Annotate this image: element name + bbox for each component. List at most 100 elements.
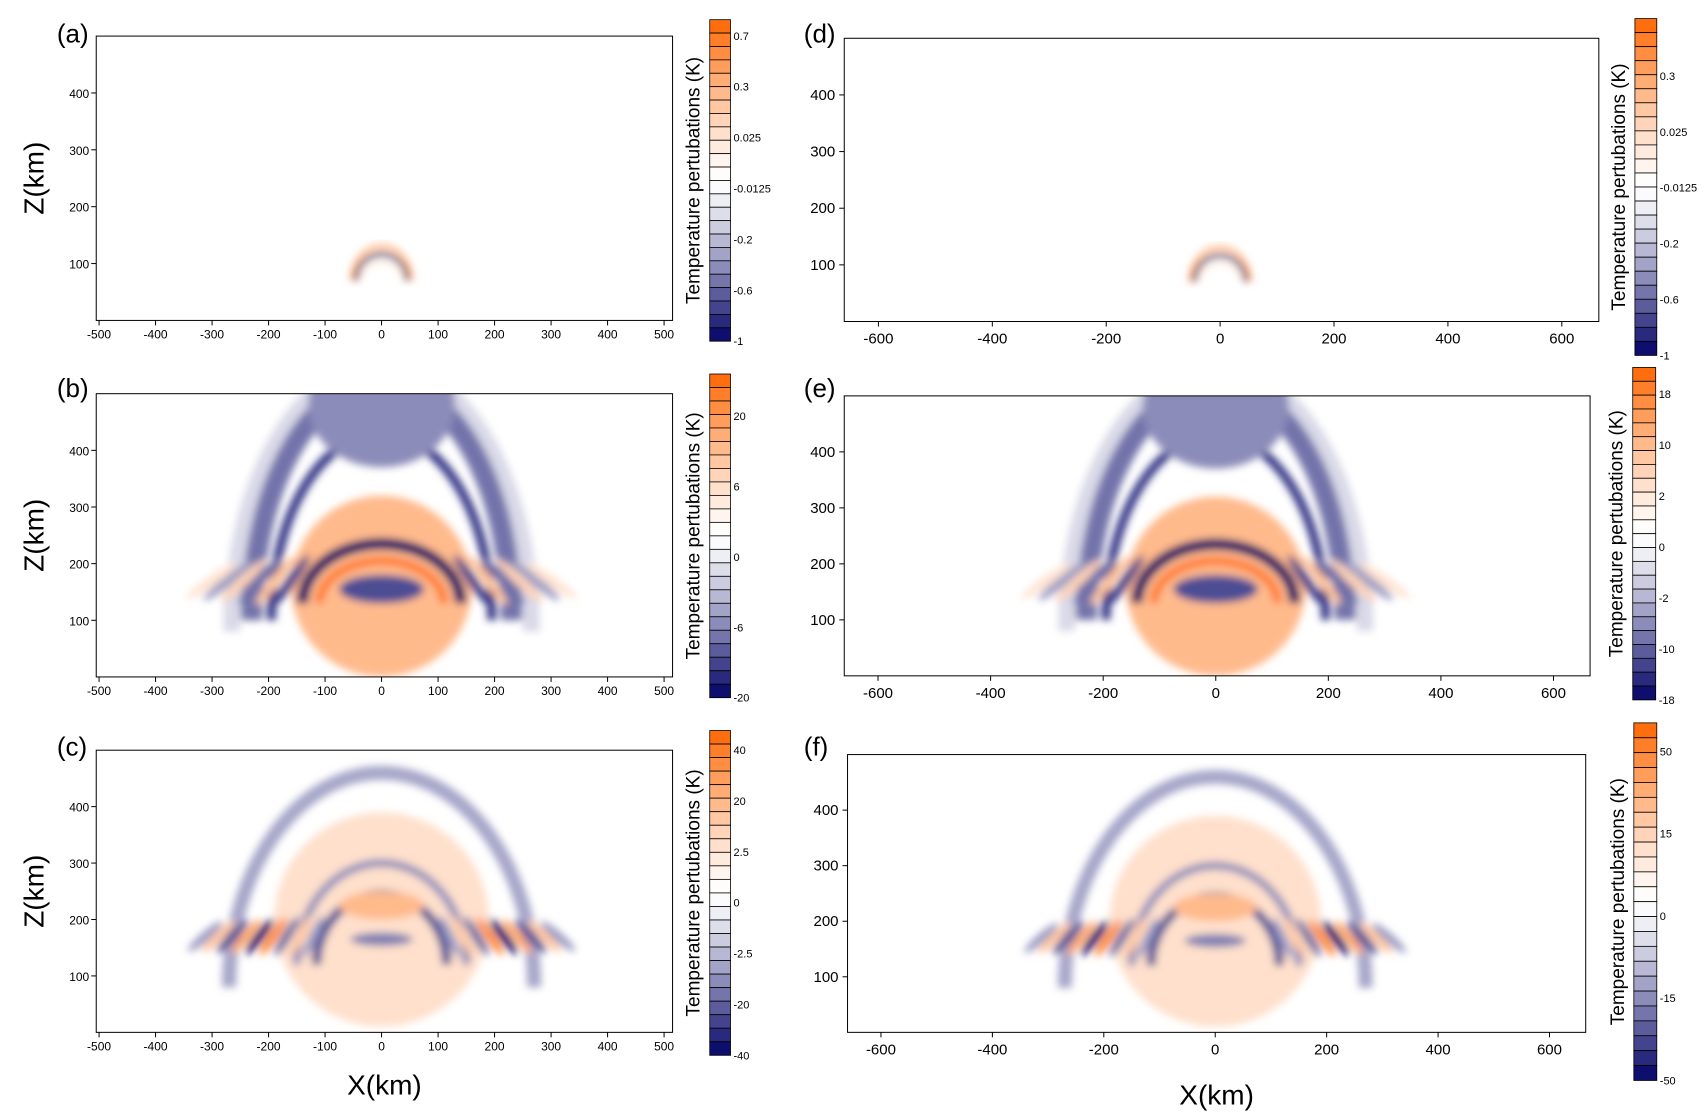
y-tick-label: 300 xyxy=(69,501,89,515)
colorbar-tick-label: 0.025 xyxy=(1660,127,1688,139)
x-tick-label: 400 xyxy=(598,327,618,341)
y-tick-label: 200 xyxy=(69,201,89,215)
contour-lobe xyxy=(1344,560,1394,601)
contour-field xyxy=(1024,769,1407,1027)
contour-layer xyxy=(1024,769,1407,1027)
colorbar-level xyxy=(709,494,731,510)
y-tick-label: 300 xyxy=(69,857,89,871)
colorbar-level xyxy=(1632,547,1657,562)
colorbar-label: Temperature pertubations (K) xyxy=(684,57,705,304)
y-tick-label: 100 xyxy=(810,257,835,274)
colorbar-tick-label: 0 xyxy=(734,898,740,910)
colorbar-level xyxy=(709,46,731,61)
contour-lobe xyxy=(1138,917,1159,959)
panel-d: -600 -400 -200 0 200 400 600 100 200 300 400 (d) 0.3… xyxy=(804,18,1697,362)
colorbar-level xyxy=(709,300,731,315)
x-tick-label: -300 xyxy=(200,684,224,698)
contour-lobe xyxy=(1072,557,1116,604)
colorbar-level xyxy=(1633,1005,1658,1022)
y-tick-label: 400 xyxy=(810,444,835,461)
contour-lobe xyxy=(1346,921,1378,955)
colorbar-level xyxy=(1633,796,1658,813)
colorbar-level xyxy=(1632,574,1657,590)
plot-frame xyxy=(95,35,674,321)
colorbar-tick-label: 0 xyxy=(734,552,740,564)
colorbar-level xyxy=(1633,886,1658,903)
colorbar-level xyxy=(1632,505,1657,521)
colorbar-level xyxy=(709,387,731,402)
colorbar-level xyxy=(1634,116,1658,132)
contour-lobe xyxy=(1038,560,1087,601)
contour-lobe xyxy=(1052,921,1084,955)
contour-region xyxy=(274,812,489,1027)
x-tick-label: 200 xyxy=(485,327,505,341)
colorbar-level xyxy=(709,1041,731,1056)
colorbar-level xyxy=(709,206,731,222)
x-tick-label: 200 xyxy=(1316,685,1341,702)
contour-lobe xyxy=(1081,919,1109,956)
colorbar-level xyxy=(1632,644,1657,659)
colorbar-tick-label: 10 xyxy=(1659,440,1671,452)
colorbar: 0.3 0.025 -0.0125 -0.2 -0.6 -1 Temperature per… xyxy=(1609,18,1697,362)
contour-field xyxy=(186,393,577,677)
colorbar-level xyxy=(709,919,731,934)
x-tick-label: 0 xyxy=(378,327,385,341)
contour-region xyxy=(1142,395,1289,469)
x-tick-label: -600 xyxy=(866,1041,896,1058)
colorbar-tick-label: 40 xyxy=(734,745,746,757)
colorbar-level xyxy=(709,562,731,577)
contour-lobe xyxy=(464,916,489,956)
colorbar-level xyxy=(1634,326,1658,342)
colorbar-level xyxy=(709,838,731,853)
colorbar-level xyxy=(1632,422,1657,438)
y-tick-label: 400 xyxy=(69,444,89,458)
colorbar-level xyxy=(1632,367,1657,382)
colorbar-level xyxy=(1634,186,1658,202)
colorbar-level xyxy=(1632,519,1657,535)
y-tick-label: 300 xyxy=(810,144,835,161)
colorbar-level xyxy=(709,851,731,867)
x-tick-label: 500 xyxy=(654,327,674,341)
y-tick-label: 300 xyxy=(810,500,835,517)
colorbar-level xyxy=(1633,1050,1658,1066)
contour-lobe xyxy=(187,921,223,952)
colorbar-level xyxy=(1634,214,1658,230)
colorbar-level xyxy=(1632,588,1657,604)
plot-frame xyxy=(847,754,1587,1033)
colorbar-level xyxy=(1634,270,1658,286)
colorbar-label: Temperature pertubations (K) xyxy=(684,412,705,659)
y-tick-label: 100 xyxy=(69,970,89,984)
colorbar-tick-label: -20 xyxy=(734,999,750,1011)
contour-lobe xyxy=(496,559,543,603)
colorbar-level xyxy=(709,824,731,840)
colorbar-level xyxy=(709,180,731,195)
panel-f: -600 -400 -200 0 200 400 600 100 200 300 400 (f) X(k… xyxy=(804,722,1676,1110)
colorbar-level xyxy=(709,1014,731,1029)
contour-lobe xyxy=(510,560,560,601)
x-tick-label: -500 xyxy=(87,327,111,341)
colorbar-level xyxy=(709,481,731,496)
colorbar-level xyxy=(1634,88,1658,104)
contour-layer xyxy=(349,244,414,281)
colorbar-level xyxy=(1633,1020,1658,1037)
contour-lobe xyxy=(489,918,518,955)
colorbar-level xyxy=(1634,102,1658,118)
colorbar-level xyxy=(709,946,731,961)
colorbar-tick-label: 2.5 xyxy=(734,847,749,859)
colorbar-level xyxy=(1632,450,1657,465)
y-tick-label: 100 xyxy=(810,612,835,629)
colorbar-level xyxy=(1632,408,1657,424)
colorbar-level xyxy=(709,892,731,907)
colorbar-level xyxy=(709,427,731,442)
colorbar-level xyxy=(709,1027,731,1043)
colorbar-tick-label: -2.5 xyxy=(734,949,753,961)
contour-lobe xyxy=(1271,917,1293,959)
colorbar-level xyxy=(709,454,731,469)
colorbar-level xyxy=(1633,767,1658,783)
colorbar-level xyxy=(1632,491,1657,507)
colorbar-level xyxy=(1633,871,1658,888)
contour-lobe xyxy=(237,557,282,604)
colorbar-level xyxy=(709,757,731,772)
colorbar-label: Temperature pertubations (K) xyxy=(1608,778,1629,1025)
colorbar-level xyxy=(709,468,731,483)
